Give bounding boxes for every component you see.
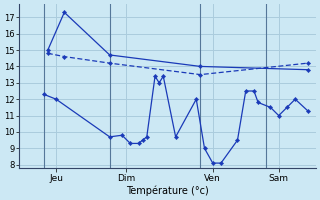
X-axis label: Température (°c): Température (°c) <box>126 185 209 196</box>
